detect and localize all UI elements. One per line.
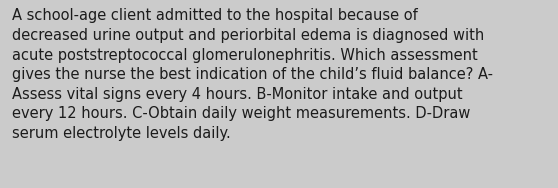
Text: A school-age client admitted to the hospital because of
decreased urine output a: A school-age client admitted to the hosp…: [12, 8, 493, 141]
